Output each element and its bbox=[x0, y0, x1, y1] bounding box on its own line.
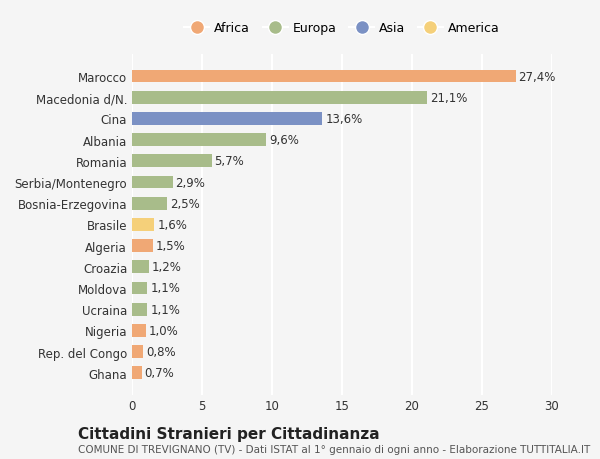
Bar bbox=[132, 261, 149, 274]
Bar bbox=[132, 240, 153, 252]
Bar bbox=[132, 155, 212, 168]
Text: 0,8%: 0,8% bbox=[146, 345, 176, 358]
Bar bbox=[132, 218, 154, 231]
Text: 1,5%: 1,5% bbox=[156, 240, 185, 252]
Text: 9,6%: 9,6% bbox=[269, 134, 299, 147]
Text: 27,4%: 27,4% bbox=[518, 70, 556, 84]
Bar bbox=[132, 282, 148, 295]
Text: 1,0%: 1,0% bbox=[149, 324, 179, 337]
Text: 1,1%: 1,1% bbox=[150, 303, 180, 316]
Text: 5,7%: 5,7% bbox=[215, 155, 244, 168]
Text: 2,9%: 2,9% bbox=[175, 176, 205, 189]
Bar bbox=[132, 197, 167, 210]
Text: 21,1%: 21,1% bbox=[430, 91, 467, 105]
Text: COMUNE DI TREVIGNANO (TV) - Dati ISTAT al 1° gennaio di ogni anno - Elaborazione: COMUNE DI TREVIGNANO (TV) - Dati ISTAT a… bbox=[78, 444, 590, 454]
Bar bbox=[132, 113, 322, 125]
Text: 1,1%: 1,1% bbox=[150, 282, 180, 295]
Text: 13,6%: 13,6% bbox=[325, 112, 362, 126]
Bar bbox=[132, 367, 142, 379]
Bar bbox=[132, 92, 427, 104]
Text: 0,7%: 0,7% bbox=[145, 366, 175, 380]
Bar bbox=[132, 176, 173, 189]
Text: 1,6%: 1,6% bbox=[157, 218, 187, 231]
Legend: Africa, Europa, Asia, America: Africa, Europa, Asia, America bbox=[179, 17, 505, 40]
Bar bbox=[132, 325, 146, 337]
Bar bbox=[132, 346, 143, 358]
Text: 1,2%: 1,2% bbox=[152, 261, 181, 274]
Bar bbox=[132, 134, 266, 147]
Text: Cittadini Stranieri per Cittadinanza: Cittadini Stranieri per Cittadinanza bbox=[78, 425, 380, 441]
Text: 2,5%: 2,5% bbox=[170, 197, 200, 210]
Bar bbox=[132, 71, 515, 83]
Bar bbox=[132, 303, 148, 316]
